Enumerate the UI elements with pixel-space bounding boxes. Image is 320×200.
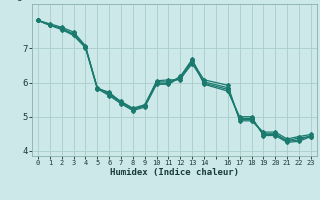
X-axis label: Humidex (Indice chaleur): Humidex (Indice chaleur) xyxy=(110,168,239,177)
Text: 8: 8 xyxy=(16,0,22,3)
